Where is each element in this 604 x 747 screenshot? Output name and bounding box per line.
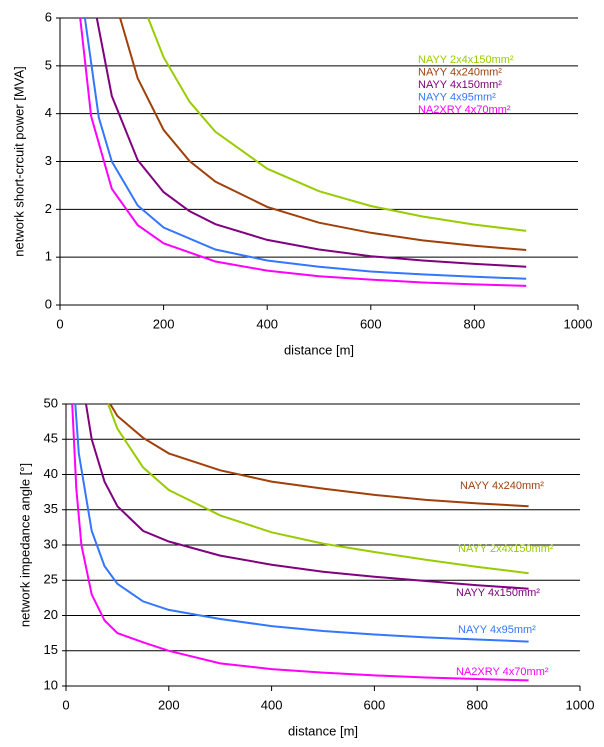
series-line: [109, 403, 529, 508]
series-line: [74, 403, 529, 643]
x-tick-label: 400: [256, 316, 278, 331]
x-tick-label: 1000: [566, 697, 595, 712]
x-tick-label: 1000: [564, 316, 593, 331]
y-axis-label: network impedance angle [°]: [17, 463, 32, 627]
legend-label: NAYY 4x150mm²: [418, 79, 502, 91]
series-line: [83, 17, 527, 280]
x-tick-label: 200: [158, 697, 180, 712]
legend-label: NAYY 4x95mm²: [418, 91, 496, 103]
series-label: NAYY 4x150mm²: [456, 587, 540, 599]
y-tick-label: 45: [44, 431, 58, 446]
legend-label: NAYY 2x4x150mm²: [418, 54, 514, 66]
x-tick-label: 600: [360, 316, 382, 331]
series-line: [95, 17, 527, 268]
y-tick-label: 3: [45, 153, 52, 168]
x-tick-label: 200: [153, 316, 175, 331]
series-line: [79, 17, 527, 287]
y-tick-label: 5: [45, 57, 52, 72]
y-tick-label: 1: [45, 249, 52, 264]
x-tick-label: 0: [62, 697, 69, 712]
legend-label: NA2XRY 4x70mm²: [418, 104, 511, 116]
series-label: NA2XRY 4x70mm²: [456, 666, 549, 678]
y-tick-label: 4: [45, 105, 52, 120]
y-tick-label: 25: [44, 572, 58, 587]
series-line: [71, 403, 529, 682]
x-axis-label: distance [m]: [284, 342, 354, 357]
x-tick-label: 400: [261, 697, 283, 712]
y-tick-label: 35: [44, 501, 58, 516]
x-tick-label: 600: [364, 697, 386, 712]
series-label: NAYY 2x4x150mm²: [458, 543, 554, 555]
x-axis-label: distance [m]: [288, 723, 358, 738]
y-tick-label: 10: [44, 677, 58, 692]
series-line: [147, 17, 527, 232]
legend-label: NAYY 4x240mm²: [418, 66, 502, 78]
y-tick-label: 20: [44, 607, 58, 622]
y-tick-label: 15: [44, 642, 58, 657]
y-tick-label: 2: [45, 201, 52, 216]
y-tick-label: 40: [44, 466, 58, 481]
series-label: NAYY 4x95mm²: [458, 624, 536, 636]
y-axis-label: network short-crcuit power [MVA]: [11, 66, 26, 256]
series-line: [85, 403, 529, 590]
y-tick-label: 30: [44, 536, 58, 551]
x-tick-label: 800: [466, 697, 488, 712]
y-tick-label: 50: [44, 395, 58, 410]
y-tick-label: 0: [45, 296, 52, 311]
series-line: [119, 17, 527, 251]
series-line: [107, 403, 529, 575]
series-label: NAYY 4x240mm²: [460, 480, 544, 492]
x-tick-label: 800: [464, 316, 486, 331]
x-tick-label: 0: [56, 316, 63, 331]
y-tick-label: 6: [45, 9, 52, 24]
